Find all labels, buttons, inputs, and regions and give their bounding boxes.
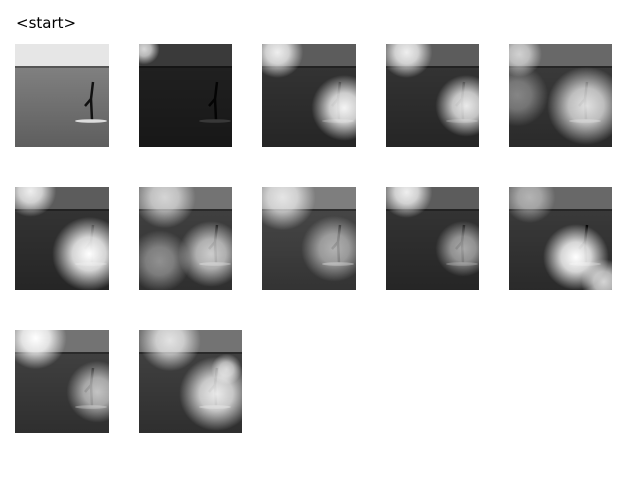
clip-frame xyxy=(479,14,640,44)
dim-overlay xyxy=(139,44,242,147)
clip-frame xyxy=(479,290,640,320)
sky xyxy=(15,44,118,66)
attention-blob xyxy=(178,221,244,287)
attention-blob xyxy=(52,217,126,291)
clip-frame xyxy=(356,44,386,147)
attention-blob xyxy=(211,354,242,385)
clip-frame xyxy=(232,187,262,290)
clip-frame xyxy=(242,330,262,433)
clip-frame xyxy=(479,157,640,187)
clip-frame xyxy=(109,433,272,463)
attention-image xyxy=(356,14,519,177)
clip-frame xyxy=(232,44,262,147)
clip-frame xyxy=(109,44,139,147)
clip-frame xyxy=(0,187,15,290)
clip-frame xyxy=(612,187,632,290)
clip-frame xyxy=(0,330,15,433)
attention-image xyxy=(0,157,148,320)
attention-image xyxy=(479,14,640,177)
attention-blob xyxy=(547,67,625,145)
clip-frame xyxy=(109,330,139,433)
caption-word: <start> xyxy=(16,14,76,32)
clip-frame xyxy=(356,187,386,290)
attention-blob xyxy=(129,230,191,292)
attention-image xyxy=(15,44,118,147)
attention-image xyxy=(0,300,148,463)
clip-frame xyxy=(612,44,632,147)
surfboard xyxy=(75,119,107,123)
clip-frame xyxy=(109,187,139,290)
clip-frame xyxy=(479,187,509,290)
attention-image xyxy=(479,157,640,320)
attention-blob xyxy=(301,216,367,282)
attention-image xyxy=(109,300,272,463)
person xyxy=(84,81,95,121)
clip-frame xyxy=(109,300,272,330)
clip-frame xyxy=(479,44,509,147)
attention-blob xyxy=(435,221,491,277)
